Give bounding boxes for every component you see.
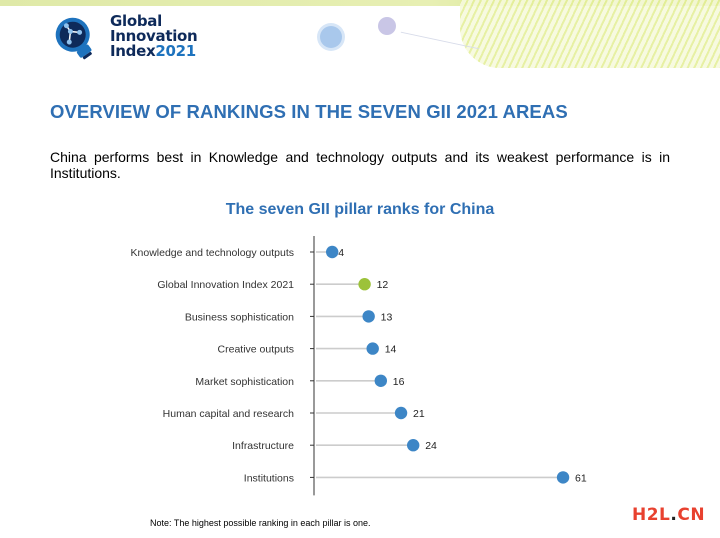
watermark-dot: . (670, 505, 678, 525)
data-label: 61 (575, 472, 587, 484)
lightbulb-network-icon (55, 17, 92, 60)
lollipop-dot (556, 471, 570, 484)
category-label: Business sophistication (185, 311, 294, 323)
category-label: Knowledge and technology outputs (131, 247, 294, 259)
watermark-main: H2L (632, 505, 671, 525)
category-label: Global Innovation Index 2021 (157, 279, 294, 291)
intro-paragraph: China performs best in Knowledge and tec… (50, 149, 670, 181)
watermark: H2L.CN (632, 505, 705, 525)
gii-logo: Global Innovation Index2021 (48, 12, 208, 64)
logo-wordmark: Global Innovation Index2021 (110, 12, 198, 59)
category-label: Market sophistication (195, 376, 294, 388)
data-label: 14 (385, 344, 397, 356)
lollipop-dot (374, 374, 387, 387)
banner-pattern (460, 0, 720, 68)
lollipop-dot (326, 245, 339, 259)
logo-line-global: Global (110, 12, 162, 30)
gear-icon (320, 26, 342, 48)
lollipop-dot (358, 278, 371, 291)
lollipop-dot (362, 310, 375, 323)
lollipop-dot (407, 439, 420, 452)
data-label: 21 (413, 408, 425, 420)
circle-decoration (378, 17, 396, 35)
chart-title: The seven GII pillar ranks for China (225, 201, 495, 218)
watermark-suffix: CN (677, 505, 706, 525)
lollipop-dot (394, 406, 408, 420)
data-label: 4 (338, 247, 344, 259)
lollipop-dot (366, 342, 379, 355)
logo-line-index: Index2021 (110, 44, 197, 59)
category-label: Infrastructure (232, 440, 294, 452)
data-label: 13 (381, 311, 393, 323)
category-label: Human capital and research (163, 408, 294, 420)
top-decorative-stripe (0, 0, 720, 6)
logo-line-innovation: Innovation (110, 27, 198, 45)
category-label: Creative outputs (218, 344, 294, 356)
category-label: Institutions (244, 472, 294, 484)
data-label: 12 (377, 279, 389, 291)
data-label: 24 (425, 440, 437, 452)
data-label: 16 (393, 376, 405, 388)
page-heading: OVERVIEW OF RANKINGS IN THE SEVEN GII 20… (50, 101, 568, 122)
logo-index-word: Index (110, 42, 156, 60)
logo-year: 2021 (155, 42, 196, 60)
footnote: Note: The highest possible ranking in ea… (150, 518, 371, 528)
